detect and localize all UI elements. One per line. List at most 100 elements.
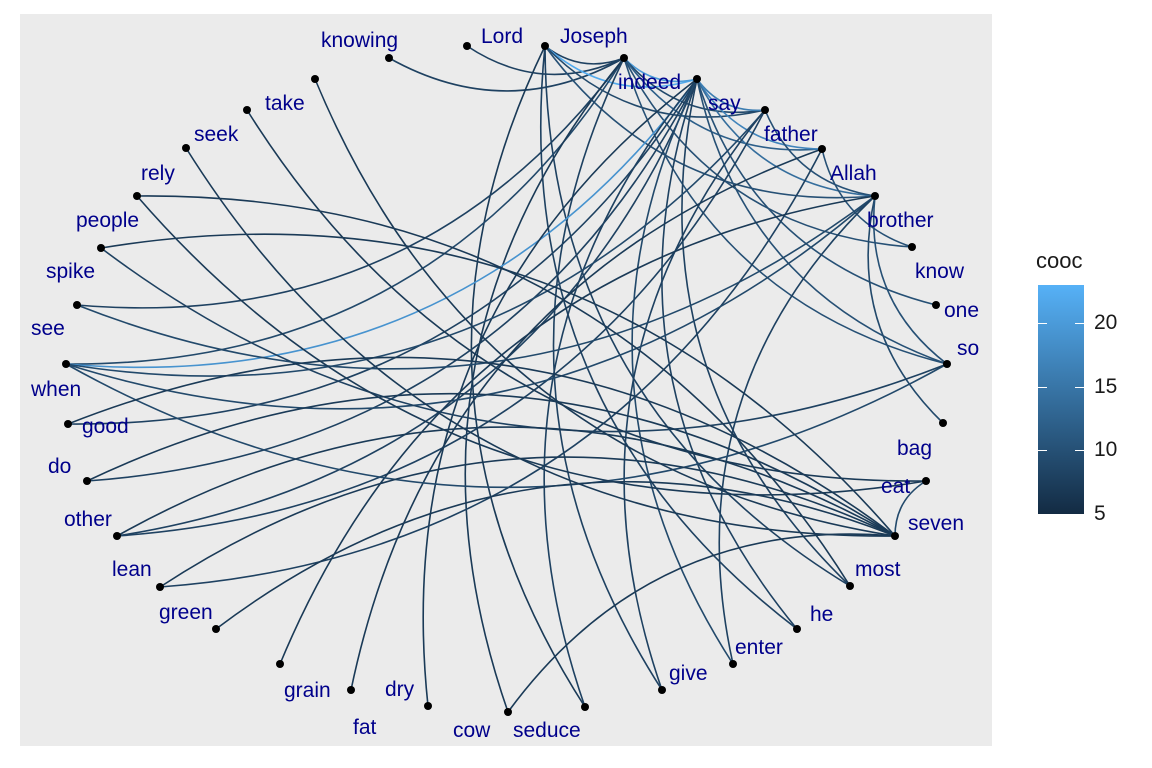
edge-say-good	[67, 78, 698, 425]
legend-tick-mark	[1075, 323, 1084, 325]
edge-indeed-Allah	[623, 57, 823, 151]
edge-Joseph-brother	[544, 45, 876, 199]
node-label-father: father	[764, 123, 818, 146]
edge-say-he	[661, 78, 798, 630]
node-enter	[729, 660, 737, 668]
node-seduce	[581, 703, 589, 711]
edge-say-Allah	[696, 78, 823, 150]
edge-say-father	[696, 78, 766, 112]
plot-panel	[20, 14, 992, 746]
node-label-fat: fat	[353, 716, 377, 739]
node-eat	[922, 477, 930, 485]
edge-brother-enter	[718, 195, 876, 665]
node-brother	[871, 192, 879, 200]
edge-most-people	[136, 195, 851, 587]
node-grain	[276, 660, 284, 668]
node-layer	[62, 42, 951, 716]
edge-say-do	[86, 78, 698, 482]
edge-brother-when	[65, 195, 876, 410]
edge-indeed-say	[623, 57, 698, 83]
node-label-give: give	[669, 662, 708, 685]
node-one	[932, 301, 940, 309]
edge-seven-take	[314, 78, 896, 537]
edge-Allah-lean	[159, 148, 823, 588]
edge-so-when	[65, 363, 948, 489]
node-say	[693, 75, 701, 83]
node-label-lean: lean	[112, 558, 152, 581]
node-dry	[424, 702, 432, 710]
edge-father-give	[623, 109, 766, 691]
node-label-seduce: seduce	[513, 719, 581, 742]
edge-indeed-so	[623, 57, 948, 365]
node-indeed	[620, 54, 628, 62]
node-label-enter: enter	[735, 636, 783, 659]
node-good	[64, 420, 72, 428]
node-people	[133, 192, 141, 200]
legend-label-15: 15	[1094, 374, 1118, 398]
edge-say-seduce	[543, 78, 698, 708]
node-label-he: he	[810, 603, 833, 626]
node-label-indeed: indeed	[618, 71, 681, 94]
node-label-rely: rely	[141, 162, 175, 185]
legend-tick-mark	[1038, 386, 1047, 388]
node-label-dry: dry	[385, 678, 415, 701]
edge-so-spike	[100, 247, 948, 433]
edge-say-when	[65, 78, 698, 369]
node-most	[846, 582, 854, 590]
edge-father-brother	[764, 109, 876, 197]
edge-brother-bag	[867, 195, 944, 424]
edge-seven-lean	[159, 456, 896, 588]
node-cow	[504, 708, 512, 716]
node-label-so: so	[957, 337, 979, 360]
node-label-eat: eat	[881, 475, 910, 498]
legend-tick-mark	[1038, 323, 1047, 325]
edge-brother-grain	[279, 195, 876, 665]
edge-seven-spike	[100, 233, 896, 537]
node-label-see: see	[31, 317, 65, 340]
edge-Joseph-father	[544, 45, 766, 118]
edge-Joseph-he	[539, 45, 798, 630]
edge-seven-rely	[185, 147, 896, 537]
node-bag	[939, 419, 947, 427]
node-lord	[463, 42, 471, 50]
edge-Joseph-say	[544, 45, 698, 88]
edge-say-other	[116, 78, 698, 537]
node-rely	[182, 144, 190, 152]
edge-eat-seven	[894, 480, 927, 537]
legend-tick-mark	[1038, 450, 1047, 452]
node-label-one: one	[944, 299, 979, 322]
node-give	[658, 686, 666, 694]
node-label-bag: bag	[897, 437, 932, 460]
edge-brother-see	[76, 195, 876, 370]
node-label-seven: seven	[908, 512, 964, 535]
color-legend: cooc 20 15 10 5	[1036, 246, 1146, 536]
node-label-seek: seek	[194, 123, 239, 146]
node-label-people: people	[76, 209, 139, 232]
node-knowing	[385, 54, 393, 62]
legend-label-5: 5	[1094, 502, 1106, 525]
edge-seven-other	[116, 426, 896, 537]
node-label-knowing: knowing	[321, 29, 398, 52]
edge-say-brother	[696, 78, 876, 197]
edge-seven-do	[86, 392, 896, 537]
legend-colorbar	[1038, 285, 1084, 514]
edge-Allah-know	[821, 148, 913, 248]
legend-tick-mark	[1075, 386, 1084, 388]
node-green	[212, 625, 220, 633]
edge-knowing-indeed	[388, 57, 625, 92]
node-label-spike: spike	[46, 260, 95, 283]
node-label-most: most	[855, 558, 901, 581]
edge-father-when	[65, 109, 766, 377]
node-when	[62, 360, 70, 368]
node-label-cow: cow	[453, 719, 491, 742]
edge-say-most	[681, 78, 851, 587]
node-label-when: when	[30, 378, 81, 401]
edge-brother-so	[872, 195, 948, 365]
edge-indeed-cow	[464, 57, 625, 713]
edge-say-dry	[422, 78, 698, 707]
node-label-allah: Allah	[830, 162, 877, 185]
node-label-say: say	[708, 92, 741, 115]
legend-label-10: 10	[1094, 438, 1118, 462]
edge-indeed-see	[76, 57, 625, 309]
